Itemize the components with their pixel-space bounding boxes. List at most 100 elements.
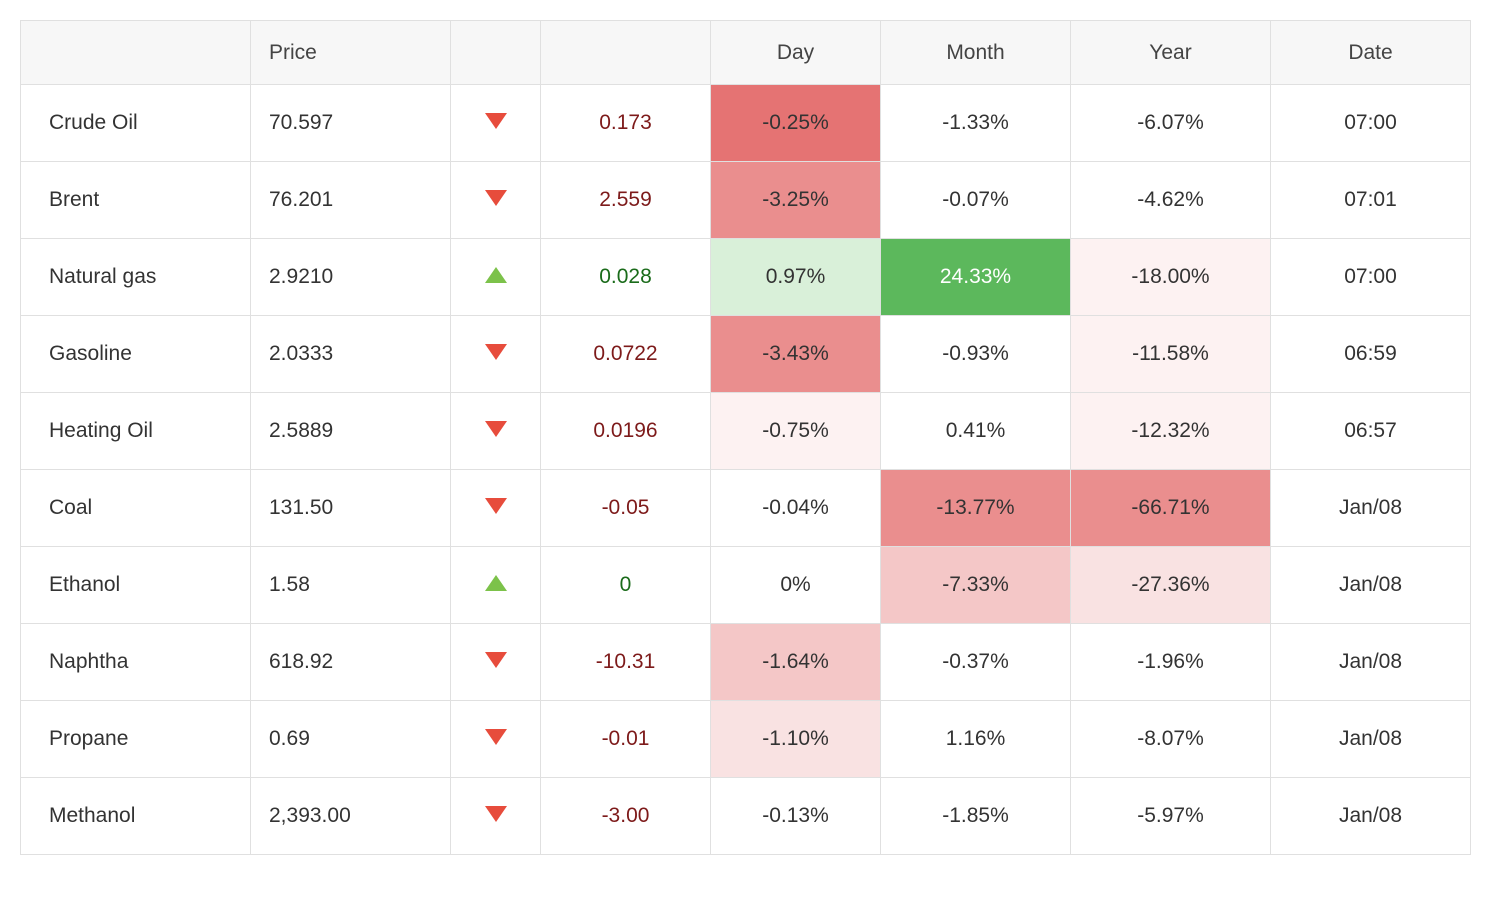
month-cell: 0.41% [881,393,1071,470]
price-cell: 2.9210 [251,239,451,316]
header-name[interactable] [21,21,251,85]
month-cell: -0.93% [881,316,1071,393]
direction-cell [451,778,541,855]
year-cell: -18.00% [1071,239,1271,316]
table-row[interactable]: Coal131.50-0.05-0.04%-13.77%-66.71%Jan/0… [21,470,1471,547]
direction-cell [451,624,541,701]
day-cell: 0% [711,547,881,624]
table-row[interactable]: Brent76.2012.559-3.25%-0.07%-4.62%07:01 [21,162,1471,239]
day-cell: -0.25% [711,85,881,162]
price-cell: 2.0333 [251,316,451,393]
year-cell: -12.32% [1071,393,1271,470]
arrow-up-icon [485,575,507,591]
date-cell: Jan/08 [1271,547,1471,624]
change-cell: 0.028 [541,239,711,316]
header-month[interactable]: Month [881,21,1071,85]
arrow-down-icon [485,729,507,745]
direction-cell [451,470,541,547]
change-cell: 0.0722 [541,316,711,393]
commodity-name[interactable]: Ethanol [21,547,251,624]
year-cell: -1.96% [1071,624,1271,701]
date-cell: 07:00 [1271,239,1471,316]
change-cell: -10.31 [541,624,711,701]
direction-cell [451,85,541,162]
arrow-down-icon [485,190,507,206]
commodity-name[interactable]: Naphtha [21,624,251,701]
year-cell: -11.58% [1071,316,1271,393]
year-cell: -27.36% [1071,547,1271,624]
price-cell: 2.5889 [251,393,451,470]
date-cell: 07:01 [1271,162,1471,239]
direction-cell [451,239,541,316]
arrow-down-icon [485,344,507,360]
header-day[interactable]: Day [711,21,881,85]
header-row: Price Day Month Year Date [21,21,1471,85]
arrow-down-icon [485,652,507,668]
table-row[interactable]: Propane0.69 -0.01-1.10%1.16%-8.07%Jan/08 [21,701,1471,778]
arrow-down-icon [485,421,507,437]
table-row[interactable]: Ethanol1.5800%-7.33%-27.36%Jan/08 [21,547,1471,624]
price-cell: 2,393.00 [251,778,451,855]
commodity-name[interactable]: Gasoline [21,316,251,393]
change-cell: 0.173 [541,85,711,162]
date-cell: Jan/08 [1271,778,1471,855]
price-cell: 131.50 [251,470,451,547]
month-cell: 24.33% [881,239,1071,316]
day-cell: -3.43% [711,316,881,393]
day-cell: -0.04% [711,470,881,547]
day-cell: -3.25% [711,162,881,239]
day-cell: -1.64% [711,624,881,701]
change-cell: 0 [541,547,711,624]
month-cell: -1.33% [881,85,1071,162]
year-cell: -5.97% [1071,778,1271,855]
table-row[interactable]: Crude Oil70.5970.173-0.25%-1.33%-6.07%07… [21,85,1471,162]
commodities-table: Price Day Month Year Date Crude Oil70.59… [20,20,1471,855]
header-date[interactable]: Date [1271,21,1471,85]
year-cell: -8.07% [1071,701,1271,778]
commodity-name[interactable]: Propane [21,701,251,778]
header-year[interactable]: Year [1071,21,1271,85]
day-cell: -0.75% [711,393,881,470]
commodity-name[interactable]: Coal [21,470,251,547]
date-cell: Jan/08 [1271,701,1471,778]
direction-cell [451,701,541,778]
direction-cell [451,393,541,470]
price-cell: 1.58 [251,547,451,624]
commodity-name[interactable]: Crude Oil [21,85,251,162]
arrow-up-icon [485,267,507,283]
price-cell: 76.201 [251,162,451,239]
change-cell: -0.01 [541,701,711,778]
table-row[interactable]: Gasoline2.0333 0.0722-3.43%-0.93%-11.58%0… [21,316,1471,393]
change-cell: -3.00 [541,778,711,855]
month-cell: 1.16% [881,701,1071,778]
commodity-name[interactable]: Heating Oil [21,393,251,470]
date-cell: 07:00 [1271,85,1471,162]
month-cell: -0.37% [881,624,1071,701]
year-cell: -4.62% [1071,162,1271,239]
commodity-name[interactable]: Natural gas [21,239,251,316]
date-cell: Jan/08 [1271,470,1471,547]
price-cell: 0.69 [251,701,451,778]
direction-cell [451,316,541,393]
month-cell: -13.77% [881,470,1071,547]
arrow-down-icon [485,113,507,129]
day-cell: 0.97% [711,239,881,316]
table-row[interactable]: Naphtha618.92-10.31-1.64%-0.37%-1.96%Jan… [21,624,1471,701]
date-cell: 06:59 [1271,316,1471,393]
table-row[interactable]: Natural gas2.9210 0.0280.97%24.33%-18.00%… [21,239,1471,316]
header-arrow [451,21,541,85]
header-price[interactable]: Price [251,21,451,85]
year-cell: -66.71% [1071,470,1271,547]
change-cell: 2.559 [541,162,711,239]
arrow-down-icon [485,498,507,514]
header-change [541,21,711,85]
change-cell: 0.0196 [541,393,711,470]
commodity-name[interactable]: Methanol [21,778,251,855]
table-row[interactable]: Methanol2,393.00-3.00-0.13%-1.85%-5.97%J… [21,778,1471,855]
day-cell: -1.10% [711,701,881,778]
date-cell: Jan/08 [1271,624,1471,701]
direction-cell [451,162,541,239]
month-cell: -1.85% [881,778,1071,855]
table-row[interactable]: Heating Oil2.5889 0.0196-0.75%0.41%-12.32… [21,393,1471,470]
commodity-name[interactable]: Brent [21,162,251,239]
